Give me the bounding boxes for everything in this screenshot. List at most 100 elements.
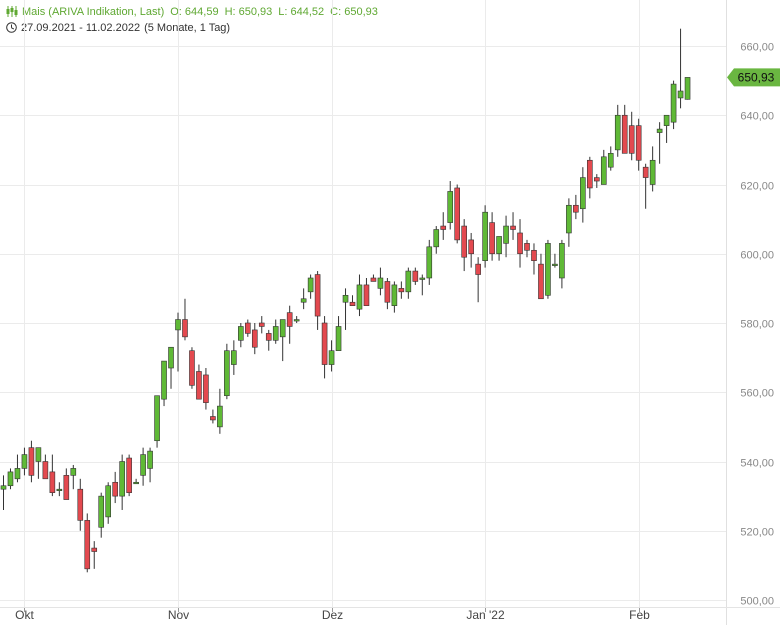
candle-down xyxy=(251,329,258,348)
candle-up xyxy=(293,319,300,322)
candle-down xyxy=(286,312,293,327)
x-tick-label: Feb xyxy=(629,608,650,622)
candle-down xyxy=(314,274,321,317)
candle-up xyxy=(426,246,433,279)
candle-down xyxy=(461,225,467,258)
candle-down xyxy=(524,243,530,251)
y-tick-label: 660,00 xyxy=(740,42,774,54)
candle-up xyxy=(684,77,691,100)
candle-down xyxy=(182,319,188,338)
candle-up xyxy=(21,454,28,469)
candle-down xyxy=(196,371,202,400)
candle-up xyxy=(545,243,551,296)
candle-up xyxy=(238,326,244,341)
candle-down xyxy=(398,288,405,293)
candle-down xyxy=(112,481,118,497)
y-tick-label: 560,00 xyxy=(740,388,774,400)
candle-down xyxy=(84,520,91,570)
candle-down xyxy=(42,461,49,480)
candle-down xyxy=(642,166,649,178)
candle-up xyxy=(119,461,125,497)
candle-up xyxy=(670,83,677,123)
period-label: (5 Monate, 1 Tag) xyxy=(144,22,231,34)
candle-down xyxy=(77,488,84,521)
candle-down xyxy=(475,263,481,275)
instrument-name: Mais (ARIVA Indikation, Last) xyxy=(22,6,165,18)
candle-up xyxy=(580,177,586,210)
x-tick-label: Dez xyxy=(322,608,343,622)
candle-down xyxy=(454,187,461,241)
y-tick-label: 500,00 xyxy=(740,596,774,608)
clock-icon xyxy=(6,22,17,33)
candle-up xyxy=(14,468,21,480)
candle-up xyxy=(307,277,314,293)
candle-up xyxy=(168,346,174,369)
candle-down xyxy=(91,547,98,552)
candle-down xyxy=(203,374,209,403)
candle-up xyxy=(600,156,607,185)
candle-down xyxy=(412,270,419,282)
candlestick-icon xyxy=(6,6,18,17)
candle-down xyxy=(587,159,593,189)
candle-down xyxy=(63,475,70,500)
last-price-label: 650,93 xyxy=(738,70,775,84)
candle-down xyxy=(573,204,579,213)
candle-up xyxy=(356,284,363,310)
candle-up xyxy=(161,360,167,400)
x-tick-label: Jan '22 xyxy=(466,608,505,622)
x-tick-label: Okt xyxy=(15,608,34,622)
candle-up xyxy=(279,319,286,338)
candle-up xyxy=(217,405,223,428)
candle-down xyxy=(621,114,628,154)
candle-up xyxy=(7,471,14,487)
candle-up xyxy=(224,350,230,397)
candle-up xyxy=(566,204,572,234)
candle-down xyxy=(28,447,35,476)
chart-header-ohlc: Mais (ARIVA Indikation, Last) O: 644,59 H:… xyxy=(6,6,384,18)
candle-up xyxy=(656,128,663,133)
candle-up xyxy=(503,225,509,244)
low-value: L: 644,52 xyxy=(278,6,325,18)
candle-down xyxy=(210,416,216,421)
candle-up xyxy=(133,481,139,485)
y-tick-label: 520,00 xyxy=(740,527,774,539)
candle-up xyxy=(447,191,454,223)
candle-up xyxy=(559,243,565,279)
candle-down xyxy=(189,350,195,386)
candle-down xyxy=(384,281,391,303)
candle-down xyxy=(321,322,328,365)
candle-down xyxy=(349,301,356,306)
candle-up xyxy=(147,450,153,469)
y-tick-label: 640,00 xyxy=(740,111,774,123)
candle-up xyxy=(328,350,335,365)
candle-up xyxy=(677,90,684,99)
y-tick-label: 620,00 xyxy=(740,181,774,193)
candle-up xyxy=(391,284,398,306)
candle-up xyxy=(70,468,77,476)
high-value: H: 650,93 xyxy=(224,6,273,18)
candle-up xyxy=(496,236,502,255)
candle-down xyxy=(363,284,370,306)
candle-down xyxy=(510,225,516,230)
candle-up xyxy=(433,229,440,248)
close-value: C: 650,93 xyxy=(330,6,378,18)
open-value: O: 644,59 xyxy=(170,6,219,18)
candle-down xyxy=(49,471,56,493)
candle-up xyxy=(377,277,384,289)
date-range: 27.09.2021 - 11.02.2022 xyxy=(21,22,141,34)
candle-up xyxy=(154,395,160,442)
candle-up xyxy=(175,319,181,331)
candle-up xyxy=(649,159,656,185)
candle-up xyxy=(482,211,488,261)
candle-up xyxy=(231,350,237,365)
candle-up xyxy=(35,447,42,462)
candle-up xyxy=(56,488,63,492)
candle-down xyxy=(440,225,447,230)
candle-up xyxy=(419,277,426,280)
candle-up xyxy=(614,114,621,151)
candle-down xyxy=(489,222,495,255)
x-tick-label: Nov xyxy=(168,608,189,622)
y-tick-label: 540,00 xyxy=(740,458,774,470)
chart-header-range: 27.09.2021 - 11.02.2022 (5 Monate, 1 Tag) xyxy=(6,22,234,34)
